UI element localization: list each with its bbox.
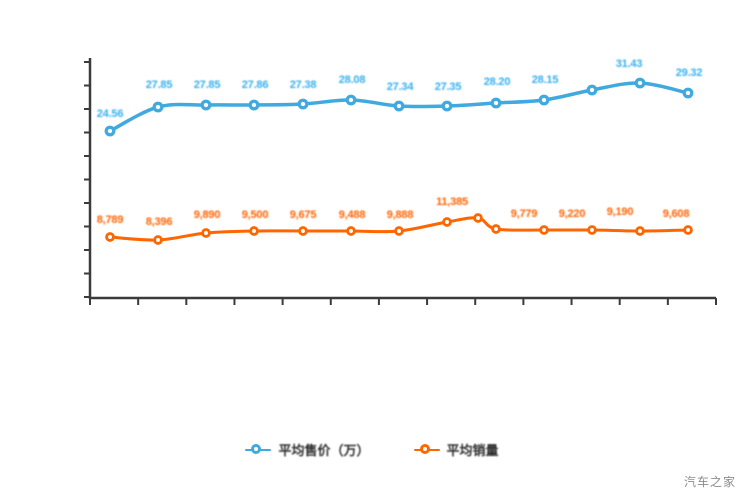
- ring-marker-blue-icon: [245, 442, 272, 458]
- orange-data-label: 9,500: [241, 209, 269, 221]
- orange-data-point[interactable]: [539, 225, 549, 235]
- blue-data-label: 28.20: [483, 76, 511, 88]
- legend-item-average-sales[interactable]: 平均销量: [413, 440, 499, 459]
- legend-label-average-sales: 平均销量: [446, 443, 499, 458]
- blue-data-label: 28.08: [338, 74, 366, 86]
- blue-data-point[interactable]: [104, 125, 116, 137]
- blue-data-point[interactable]: [490, 97, 502, 109]
- orange-data-label: 9,675: [289, 209, 317, 221]
- orange-data-markers: [105, 213, 693, 245]
- orange-data-point[interactable]: [442, 217, 452, 227]
- orange-data-label: 9,220: [558, 208, 586, 220]
- chart-legend: 平均售价（万） 平均销量: [0, 440, 744, 459]
- orange-data-point[interactable]: [635, 226, 645, 236]
- legend-item-average-price[interactable]: 平均售价（万）: [245, 440, 370, 459]
- orange-data-point[interactable]: [587, 225, 597, 235]
- blue-data-point[interactable]: [634, 77, 646, 89]
- blue-data-label: 28.15: [531, 74, 559, 86]
- orange-data-label: 9,779: [510, 208, 538, 220]
- series-line-average-sales: [105, 213, 693, 245]
- x-axis-ticks: [89, 298, 717, 305]
- blue-data-label: 24.56: [96, 108, 124, 120]
- y-axis-ticks: [84, 61, 90, 298]
- ring-marker-orange-icon: [413, 442, 440, 458]
- orange-data-point[interactable]: [153, 235, 163, 245]
- legend-label-average-price: 平均售价（万）: [278, 443, 370, 458]
- orange-data-label: 11,385: [436, 196, 468, 208]
- blue-data-label: 27.35: [434, 81, 462, 93]
- blue-data-label: 29.32: [675, 67, 703, 79]
- orange-data-point[interactable]: [105, 232, 115, 242]
- watermark-autohome: 汽车之家: [683, 475, 736, 489]
- blue-data-label: 27.38: [289, 79, 317, 91]
- orange-data-label: 9,190: [606, 206, 634, 218]
- blue-data-label: 27.86: [241, 79, 269, 91]
- blue-data-label: 27.85: [193, 79, 221, 91]
- blue-data-point[interactable]: [586, 84, 598, 96]
- blue-data-point[interactable]: [538, 94, 550, 106]
- orange-data-label: 9,890: [193, 209, 221, 221]
- blue-data-label: 27.85: [145, 79, 173, 91]
- orange-data-point[interactable]: [249, 226, 259, 236]
- chart-axes: [84, 58, 717, 305]
- orange-data-point[interactable]: [394, 226, 404, 236]
- orange-data-label: 9,608: [662, 208, 690, 220]
- blue-data-point[interactable]: [682, 87, 694, 99]
- blue-data-label: 31.43: [615, 58, 643, 70]
- orange-data-label: 9,488: [338, 209, 366, 221]
- orange-data-point[interactable]: [346, 226, 356, 236]
- blue-data-point[interactable]: [393, 100, 405, 112]
- blue-data-label: 27.34: [386, 81, 414, 93]
- blue-data-point[interactable]: [345, 94, 357, 106]
- orange-data-point[interactable]: [473, 213, 483, 223]
- orange-data-label: 8,789: [96, 214, 124, 226]
- orange-data-point[interactable]: [201, 228, 211, 238]
- orange-data-label: 8,396: [145, 216, 173, 228]
- orange-data-point[interactable]: [683, 225, 693, 235]
- orange-data-point[interactable]: [491, 224, 501, 234]
- series-line-average-price: [104, 77, 694, 137]
- blue-data-point[interactable]: [152, 101, 164, 113]
- orange-data-point[interactable]: [298, 226, 308, 236]
- blue-data-point[interactable]: [441, 100, 453, 112]
- blue-data-markers: [104, 77, 694, 137]
- orange-data-label: 9,888: [386, 209, 414, 221]
- blue-data-point[interactable]: [200, 99, 212, 111]
- blue-data-point[interactable]: [248, 99, 260, 111]
- blue-data-point[interactable]: [297, 98, 309, 110]
